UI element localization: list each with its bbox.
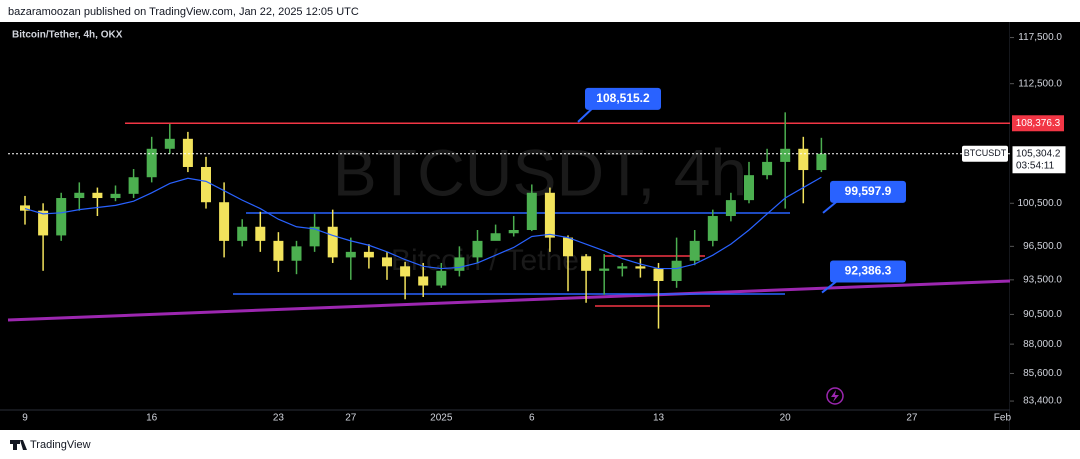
candle-body xyxy=(20,205,30,211)
candle-body xyxy=(762,161,773,176)
candle-body xyxy=(798,148,809,171)
candle-body xyxy=(436,270,447,286)
y-tick-label: 112,500.0 xyxy=(1018,78,1062,89)
y-tick-label: 90,500.0 xyxy=(1023,309,1062,320)
x-tick-label: 16 xyxy=(146,413,158,424)
candle-body xyxy=(92,192,103,199)
candle-body xyxy=(563,237,573,257)
x-tick-label: 20 xyxy=(780,413,792,424)
candle-body xyxy=(454,257,465,271)
candle-body xyxy=(472,240,483,258)
header: bazaramoozan published on TradingView.co… xyxy=(8,6,359,18)
y-tick-label: 83,400.0 xyxy=(1023,396,1062,407)
countdown: 03:54:11 xyxy=(1016,160,1055,171)
watermark: BTCUSDT, 4h xyxy=(333,135,747,209)
candle-body xyxy=(617,266,628,269)
candle-body xyxy=(201,166,211,203)
candle-body xyxy=(689,240,700,261)
candle-body xyxy=(635,266,646,269)
candle-body xyxy=(544,192,555,238)
symbol-label: BTCUSDT xyxy=(964,148,1007,158)
y-tick-label: 93,500.0 xyxy=(1023,274,1062,285)
price-tag xyxy=(1011,145,1067,175)
candle-body xyxy=(780,148,791,162)
moving-average xyxy=(24,176,822,270)
x-tick-label: 6 xyxy=(529,413,535,424)
candle-body xyxy=(219,202,230,241)
candle-body xyxy=(56,198,67,236)
chart-area xyxy=(0,22,1080,430)
candle-body xyxy=(273,240,284,261)
y-tick-label: 100,500.0 xyxy=(1018,198,1063,209)
candle-body xyxy=(291,246,302,261)
x-tick-label: Feb xyxy=(994,413,1012,424)
candle-body xyxy=(653,268,664,281)
candle-body xyxy=(599,268,610,271)
candle-body xyxy=(345,251,356,258)
logo xyxy=(10,440,27,450)
candle-body xyxy=(526,192,537,230)
candle-body xyxy=(309,226,320,247)
callout-label: 92,386.3 xyxy=(845,264,892,278)
callout-label: 99,597.9 xyxy=(845,184,892,198)
candle-body xyxy=(255,226,266,241)
watermark-sub: Bitcoin / Tether xyxy=(391,244,589,277)
candle-body xyxy=(418,276,429,286)
candle-body xyxy=(146,148,157,178)
y-tick-label: 96,500.0 xyxy=(1023,241,1062,252)
candle-body xyxy=(110,193,121,199)
candle-body xyxy=(816,153,827,171)
candle-body xyxy=(382,257,392,267)
price-label: 105,304.2 xyxy=(1016,148,1061,159)
footer: TradingView xyxy=(30,439,91,451)
candle-body xyxy=(74,192,85,199)
candle-body xyxy=(400,266,411,277)
x-tick-label: 27 xyxy=(906,413,918,424)
candle-body xyxy=(581,256,592,271)
x-tick-label: 23 xyxy=(273,413,285,424)
symbol-tag xyxy=(962,145,1008,162)
y-tick-label: 88,000.0 xyxy=(1023,339,1062,350)
candle-body xyxy=(327,226,338,258)
callout-box xyxy=(830,260,906,283)
candle-body xyxy=(38,210,49,236)
candle-body xyxy=(508,229,519,234)
callout-box xyxy=(830,180,906,203)
candle-body xyxy=(671,260,682,281)
x-tick-label: 27 xyxy=(345,413,357,424)
alert-bolt xyxy=(831,390,839,402)
candle-body xyxy=(725,200,736,217)
candle-body xyxy=(182,138,193,167)
level-label: 108,376.3 xyxy=(1016,118,1061,129)
chart-title: Bitcoin/Tether, 4h, OKX xyxy=(12,30,123,41)
x-tick-label: 13 xyxy=(653,413,665,424)
candle-body xyxy=(707,216,718,241)
candle-body xyxy=(490,233,501,241)
plot: BTCUSDT 108,515.2 99,597.9 92,386.3 xyxy=(8,87,1010,329)
alert-icon[interactable] xyxy=(826,387,844,405)
candle-body xyxy=(237,226,248,241)
axis-layer: 117,500.0 112,500.0 100,500.0 96,500.0 93,50… xyxy=(1010,32,1067,407)
price-axis xyxy=(1010,22,1080,430)
level-tag xyxy=(1012,115,1064,132)
x-tick-label: 2025 xyxy=(430,413,453,424)
candle-body xyxy=(164,138,175,149)
candle-body xyxy=(128,177,139,194)
y-tick-label: 117,500.0 xyxy=(1018,32,1062,43)
callout-box xyxy=(585,87,661,110)
trend-line xyxy=(7,279,1011,322)
candle-body xyxy=(363,251,374,258)
callout-label: 108,515.2 xyxy=(596,91,650,105)
candle-body xyxy=(744,175,754,201)
y-tick-label: 85,600.0 xyxy=(1023,368,1062,379)
x-tick-label: 9 xyxy=(22,413,28,424)
